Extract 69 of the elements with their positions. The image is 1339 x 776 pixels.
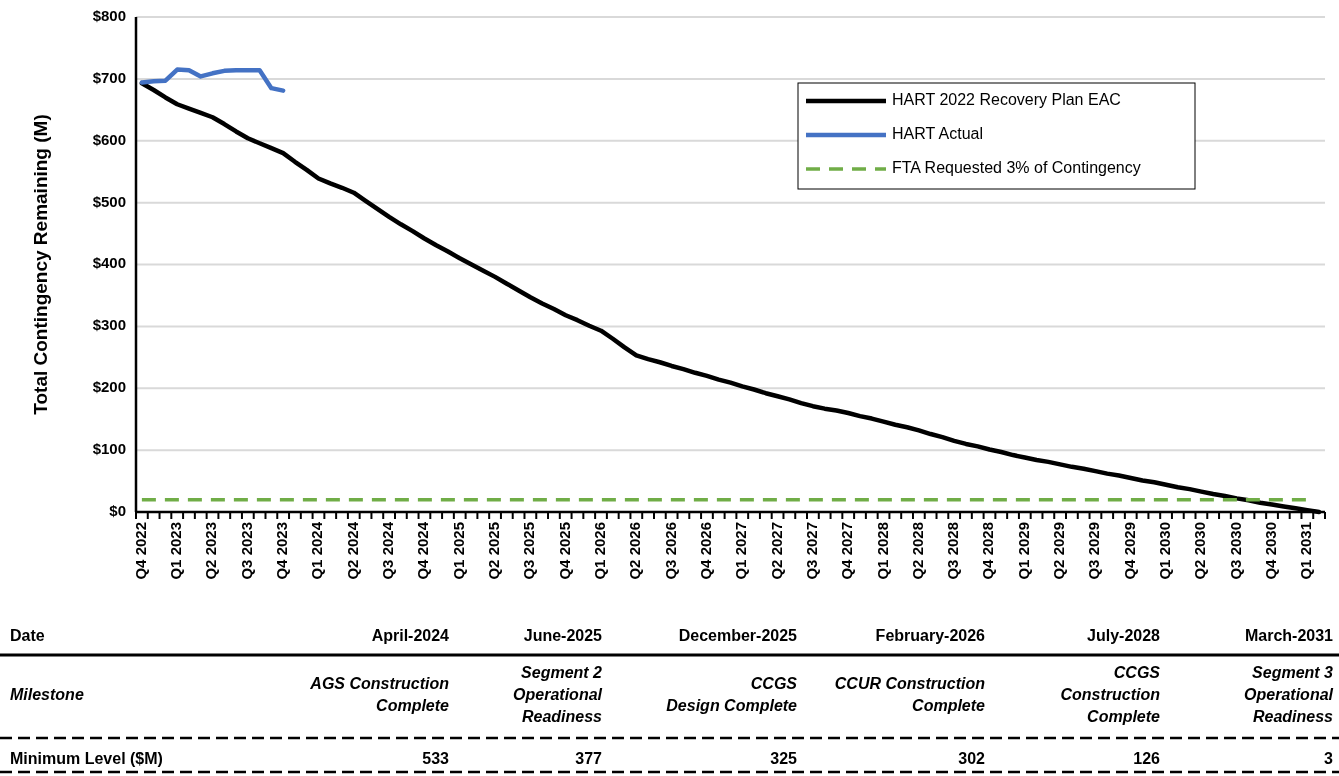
x-tick-label: Q1 2024: [308, 521, 326, 580]
x-tick-label: Q1 2030: [1156, 522, 1174, 580]
text: 302: [958, 750, 986, 768]
x-tick-label: Q2 2024: [343, 521, 361, 580]
y-tick-label: $100: [92, 440, 126, 458]
y-tick-label: $500: [92, 192, 126, 210]
text: 3: [1324, 750, 1334, 768]
x-tick-label: Q2 2028: [908, 522, 926, 580]
x-tick-label: Q2 2023: [202, 522, 220, 580]
x-tick-label: Q3 2026: [661, 522, 679, 580]
text: February-2026: [875, 627, 986, 645]
x-tick-label: Q1 2028: [873, 522, 891, 580]
text: June-2025: [523, 627, 603, 645]
x-tick-label: Q1 2023: [167, 522, 185, 580]
x-tick-label: Q1 2029: [1014, 522, 1032, 580]
text: 325: [770, 750, 798, 768]
x-tick-label: Q3 2027: [802, 522, 820, 580]
y-tick-label: $700: [92, 68, 126, 86]
x-tick-label: Q3 2030: [1226, 522, 1244, 580]
legend-label: HART Actual: [892, 125, 984, 143]
x-tick-label: Q4 2027: [838, 522, 856, 580]
y-tick-label: $600: [92, 130, 126, 148]
x-tick-label: Q3 2024: [379, 521, 397, 580]
text: March-2031: [1244, 627, 1334, 645]
text: July-2028: [1087, 627, 1161, 645]
y-tick-label: $0: [109, 501, 126, 519]
x-tick-label: Q1 2031: [1297, 522, 1315, 580]
x-tick-label: Q3 2023: [237, 522, 255, 580]
x-tick-label: Q2 2027: [767, 522, 785, 580]
x-tick-label: Q4 2030: [1261, 522, 1279, 580]
x-tick-label: Q1 2025: [449, 522, 467, 580]
y-axis-title: Total Contingency Remaining (M): [30, 114, 52, 415]
x-tick-label: Q3 2025: [520, 522, 538, 580]
x-tick-label: Q3 2028: [944, 522, 962, 580]
text: AGS Construction Complete: [309, 675, 450, 715]
text: December-2025: [678, 627, 798, 645]
line-series: [139, 67, 286, 93]
text: Segment 3 Operational Readiness: [1244, 664, 1334, 726]
x-tick-label: Q1 2026: [590, 522, 608, 580]
x-tick-label: Q2 2029: [1050, 522, 1068, 580]
text: Segment 2 Operational Readiness: [513, 664, 603, 726]
x-tick-label: Q4 2026: [696, 522, 714, 580]
text: CCUR Construction Complete: [834, 675, 986, 715]
x-tick-label: Q2 2026: [626, 522, 644, 580]
x-tick-label: Q3 2029: [1085, 522, 1103, 580]
text: April-2024: [371, 627, 450, 645]
text: 377: [575, 750, 603, 768]
text: Date: [10, 627, 45, 645]
legend-label: HART 2022 Recovery Plan EAC: [892, 91, 1121, 109]
text: CCGS Construction Complete: [1060, 664, 1161, 726]
text: Milestone: [10, 686, 84, 704]
x-tick-label: Q4 2023: [273, 522, 291, 580]
x-tick-label: Q2 2030: [1191, 522, 1209, 580]
text: CCGS Design Complete: [666, 675, 798, 715]
y-tick-label: $200: [92, 378, 126, 396]
x-tick-label: Q4 2029: [1120, 522, 1138, 580]
x-tick-label: Q4 2024: [414, 521, 432, 580]
text: 126: [1133, 750, 1161, 768]
x-tick-label: Q1 2027: [732, 522, 750, 580]
text: Minimum Level ($M): [10, 750, 163, 768]
x-tick-label: Q4 2028: [979, 522, 997, 580]
y-tick-label: $800: [92, 6, 126, 24]
x-tick-label: Q4 2022: [131, 522, 149, 580]
y-tick-label: $300: [92, 316, 126, 334]
legend-label: FTA Requested 3% of Contingency: [892, 159, 1141, 177]
x-tick-label: Q4 2025: [555, 522, 573, 580]
text: 533: [422, 750, 450, 768]
x-tick-label: Q2 2025: [485, 522, 503, 580]
y-tick-label: $400: [92, 254, 126, 272]
